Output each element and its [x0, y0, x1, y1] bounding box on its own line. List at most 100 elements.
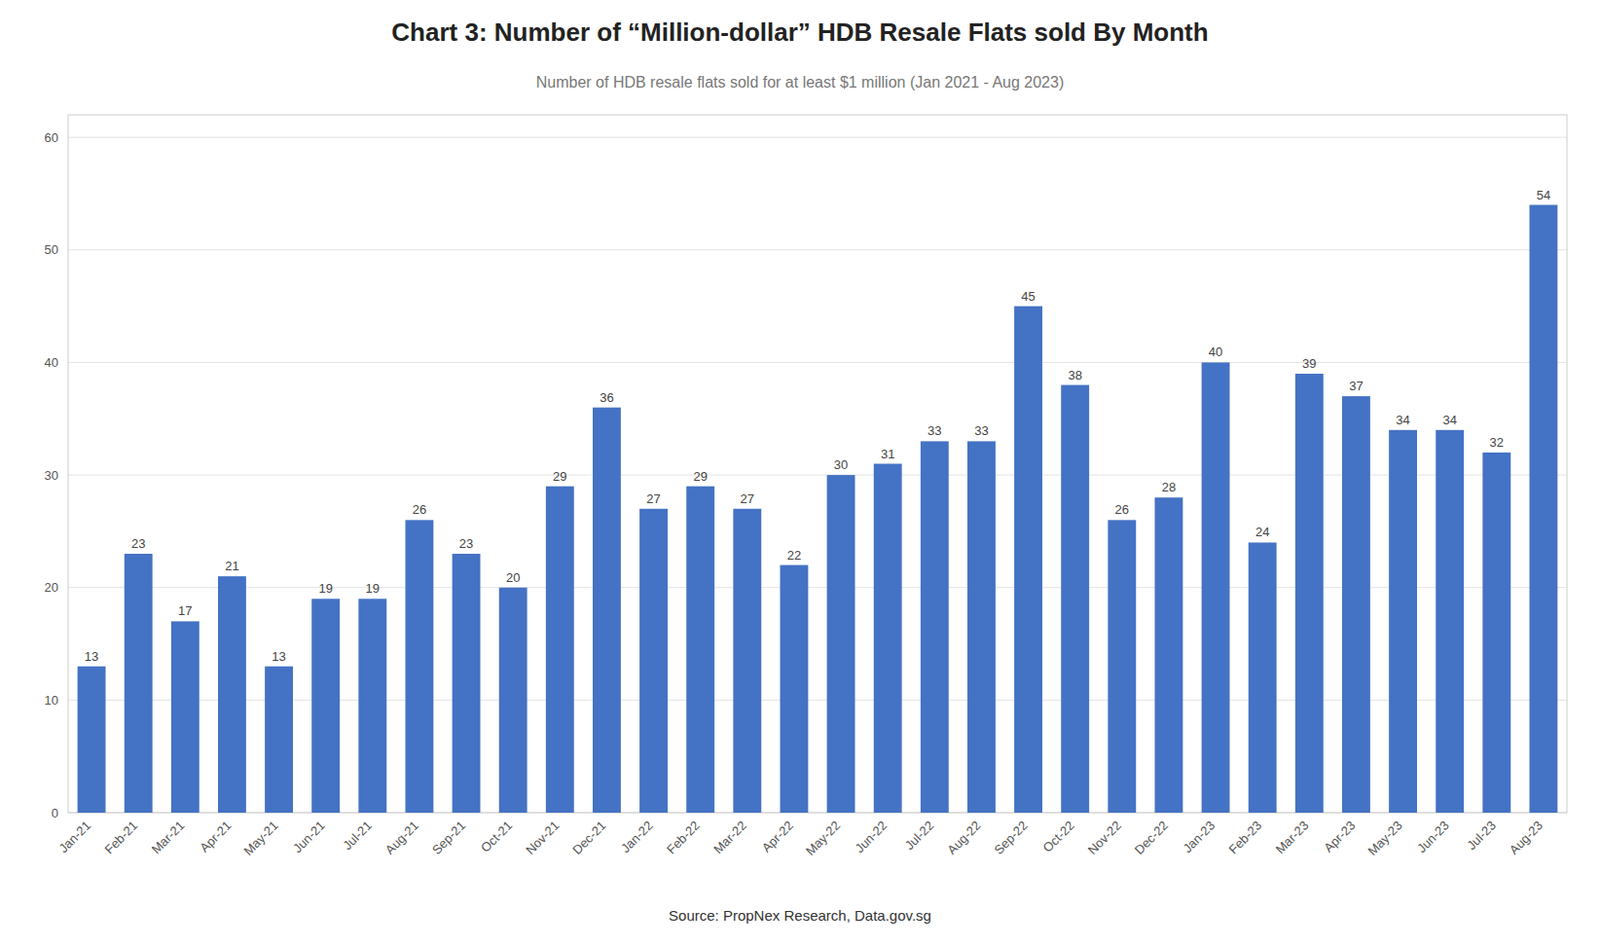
subtitle: Number of HDB resale flats sold for at l… — [536, 73, 1065, 91]
x-tick-label: Dec-22 — [1131, 818, 1171, 858]
data-label: 38 — [1067, 367, 1082, 383]
data-label: 26 — [412, 502, 427, 517]
data-label: 13 — [84, 649, 99, 664]
data-label: 19 — [318, 581, 332, 596]
y-tick-label: 50 — [44, 242, 59, 257]
x-tick-label: Nov-21 — [522, 818, 562, 858]
data-label: 32 — [1490, 435, 1504, 450]
x-tick-label: Jul-21 — [339, 818, 375, 854]
x-tick-label: May-22 — [802, 818, 843, 859]
bar — [920, 440, 949, 813]
data-label: 36 — [599, 390, 614, 405]
y-tick-label: 40 — [44, 355, 59, 370]
data-label: 24 — [1255, 524, 1270, 540]
bar — [452, 553, 481, 813]
data-label: 19 — [365, 581, 380, 596]
x-tick-label: Aug-23 — [1506, 818, 1546, 858]
bar — [1529, 205, 1559, 813]
bar — [592, 407, 621, 813]
grid-line — [68, 249, 1567, 251]
bar — [732, 509, 762, 813]
data-label: 21 — [224, 558, 239, 574]
chart-svg: Chart 3: Number of “Million-dollar” HDB … — [0, 0, 1600, 946]
source-note: Source: PropNex Research, Data.gov.sg — [668, 907, 932, 924]
data-label: 23 — [131, 536, 146, 551]
x-tick-label: Jul-23 — [1463, 818, 1499, 854]
x-tick-label: Feb-22 — [663, 818, 703, 858]
data-label: 37 — [1348, 378, 1363, 394]
bar — [1107, 519, 1136, 813]
data-label: 17 — [178, 603, 192, 619]
x-tick-label: Apr-21 — [196, 818, 234, 856]
data-labels: 1323172113191926232029362729272230313333… — [84, 187, 1551, 664]
data-label: 33 — [974, 423, 988, 438]
bar — [1248, 542, 1277, 813]
data-label: 54 — [1536, 187, 1551, 203]
data-label: 27 — [740, 491, 755, 507]
x-tick-label: Jun-23 — [1414, 818, 1453, 857]
bar — [1155, 497, 1184, 813]
x-tick-label: Jan-22 — [618, 818, 656, 857]
x-tick-label: May-21 — [240, 818, 281, 859]
data-label: 26 — [1115, 502, 1129, 517]
bar — [639, 509, 668, 813]
data-label: 34 — [1442, 412, 1456, 428]
bar — [405, 519, 435, 813]
data-label: 29 — [552, 469, 567, 484]
x-tick-label: Jan-21 — [55, 818, 94, 857]
y-tick-label: 60 — [44, 130, 59, 146]
bar — [124, 553, 153, 813]
data-label: 23 — [459, 536, 473, 551]
bar — [686, 486, 715, 813]
x-tick-label: Dec-21 — [569, 818, 609, 858]
bar — [171, 620, 200, 813]
bar — [218, 576, 247, 813]
bars — [77, 205, 1559, 813]
bar — [1060, 385, 1090, 813]
x-tick-label: Oct-22 — [1040, 818, 1078, 856]
x-tick-label: Jun-22 — [852, 818, 891, 857]
x-tick-label: Sep-22 — [990, 818, 1030, 858]
x-tick-label: Nov-22 — [1085, 818, 1125, 858]
y-tick-label: 30 — [44, 468, 59, 483]
x-tick-label: Mar-22 — [710, 818, 750, 858]
x-tick-label: Jul-22 — [902, 818, 938, 854]
bar — [358, 598, 387, 813]
x-tick-label: Mar-23 — [1272, 818, 1312, 858]
bar — [873, 464, 903, 814]
x-tick-label: Sep-21 — [429, 818, 469, 858]
x-tick-label: Apr-23 — [1320, 818, 1358, 856]
bar — [1342, 396, 1371, 813]
grid — [68, 137, 1567, 813]
x-tick-label: Aug-21 — [382, 818, 422, 858]
x-tick-label: May-23 — [1364, 818, 1405, 859]
bar — [780, 565, 809, 813]
bar — [77, 666, 107, 813]
chart-container: Chart 3: Number of “Million-dollar” HDB … — [0, 0, 1600, 946]
data-label: 28 — [1162, 479, 1176, 495]
x-tick-label: Mar-21 — [148, 818, 188, 858]
bar — [1201, 362, 1231, 813]
bar — [1388, 430, 1418, 813]
grid-line — [68, 137, 1567, 139]
bar — [545, 486, 575, 813]
x-tick-label: Aug-22 — [944, 818, 983, 858]
data-label: 45 — [1020, 289, 1035, 304]
data-label: 40 — [1208, 344, 1223, 360]
x-tick-label: Feb-21 — [102, 818, 142, 858]
bar — [1295, 373, 1324, 813]
x-tick-label: Apr-22 — [759, 818, 797, 856]
data-label: 22 — [787, 547, 801, 563]
data-label: 20 — [506, 570, 520, 585]
data-label: 39 — [1302, 356, 1316, 371]
plot-frame — [68, 114, 1567, 813]
data-label: 27 — [646, 491, 660, 507]
bar — [1482, 452, 1511, 813]
y-tick-label: 10 — [44, 692, 59, 708]
data-label: 13 — [271, 649, 286, 664]
bar — [264, 666, 293, 813]
bar — [499, 587, 528, 813]
bar — [1435, 430, 1464, 813]
data-label: 34 — [1395, 412, 1410, 428]
data-label: 33 — [927, 423, 942, 438]
